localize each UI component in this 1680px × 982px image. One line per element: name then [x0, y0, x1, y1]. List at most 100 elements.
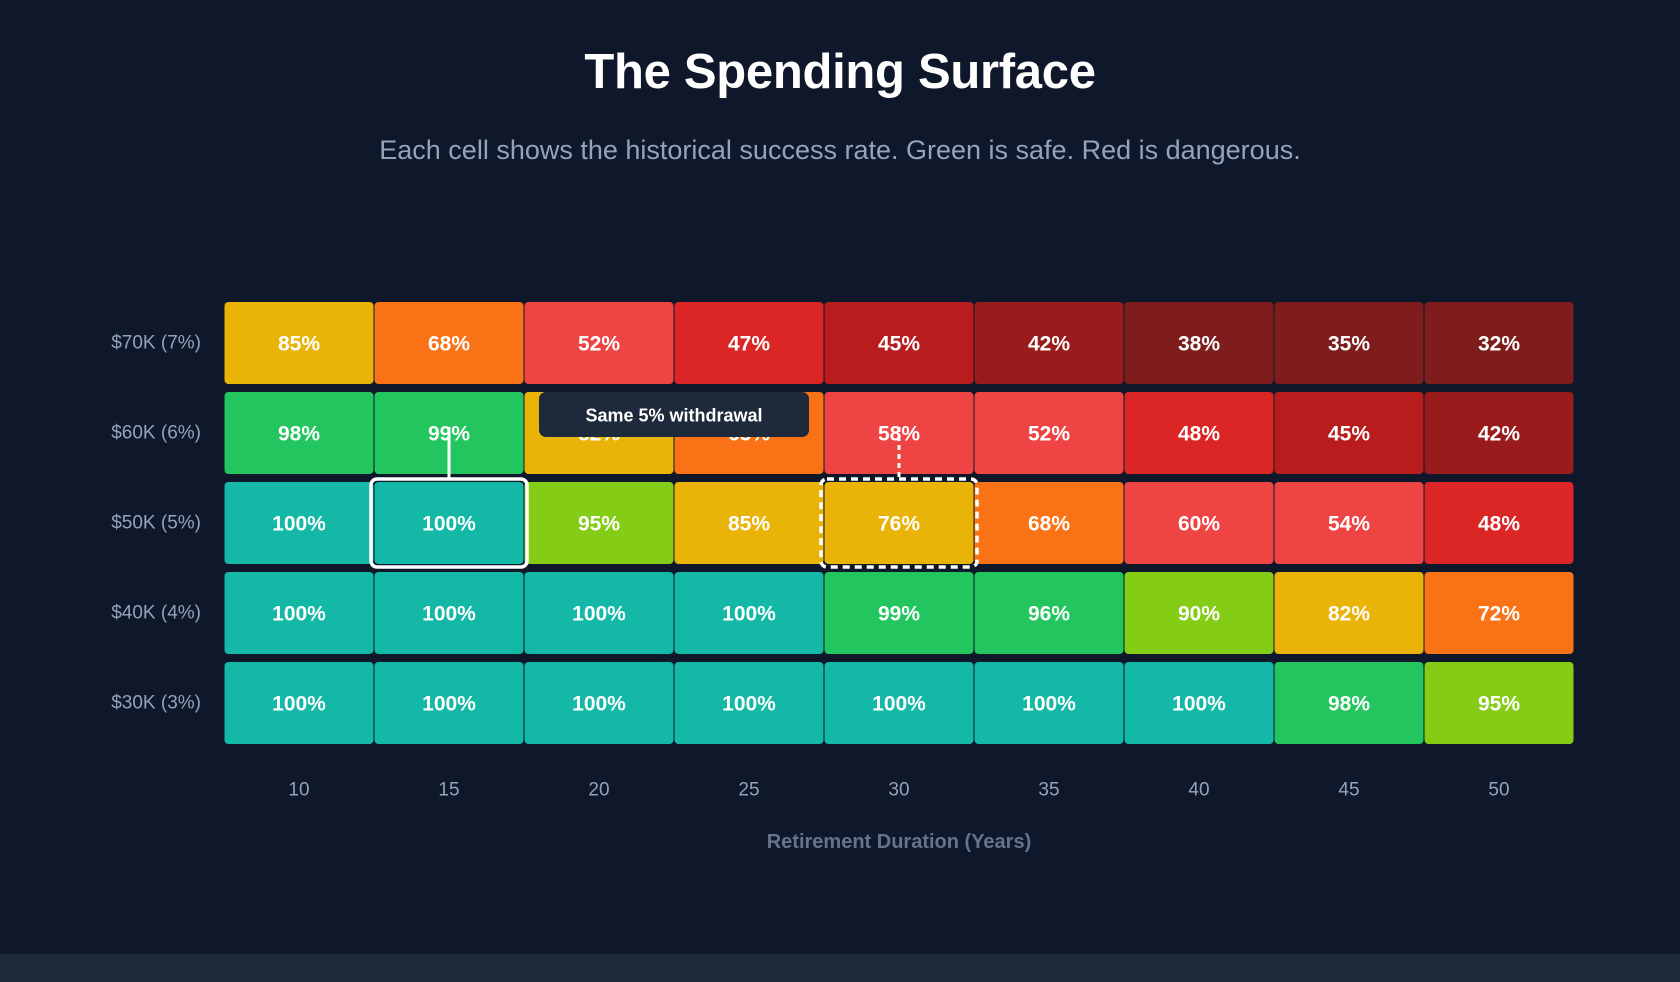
cell-value-label: 100%	[1172, 693, 1226, 716]
x-axis-title: Retirement Duration (Years)	[767, 831, 1032, 853]
heatmap-cell	[224, 482, 374, 564]
heatmap-cell	[1424, 662, 1574, 744]
heatmap-cell	[1424, 482, 1574, 564]
cell-value-label: 100%	[422, 603, 476, 626]
heatmap-cell	[824, 662, 974, 744]
heatmap-chart: $70K (7%) 85% 68% 52% 47% 45% 42% 38% 35% 32% $60K…	[111, 302, 1574, 853]
heatmap-cell	[674, 302, 824, 384]
cell-value-label: 45%	[878, 333, 920, 356]
cell-value-label: 99%	[878, 603, 920, 626]
cell-value-label: 95%	[1478, 693, 1520, 716]
heatmap-cell	[524, 662, 674, 744]
cell-value-label: 72%	[1478, 603, 1520, 626]
cell-value-label: 45%	[1328, 423, 1370, 446]
cell-value-label: 100%	[722, 603, 776, 626]
heatmap-cell	[224, 302, 374, 384]
cell-value-label: 100%	[572, 693, 626, 716]
cell-value-label: 100%	[272, 513, 326, 536]
heatmap-cell	[374, 482, 524, 564]
heatmap-cell	[524, 302, 674, 384]
heatmap-cell	[524, 572, 674, 654]
cell-value-label: 100%	[272, 603, 326, 626]
heatmap-cell	[1124, 572, 1274, 654]
cell-value-label: 95%	[578, 513, 620, 536]
heatmap-cell	[374, 302, 524, 384]
x-tick-label: 20	[588, 780, 609, 801]
heatmap-cell	[974, 572, 1124, 654]
heatmap-cell	[674, 482, 824, 564]
cell-value-label: 100%	[872, 693, 926, 716]
cell-value-label: 42%	[1028, 333, 1070, 356]
footer-band	[0, 954, 1680, 982]
cell-value-label: 68%	[428, 333, 470, 356]
cell-value-label: 35%	[1328, 333, 1370, 356]
row-label: $70K (7%)	[111, 333, 201, 354]
cell-value-label: 100%	[422, 513, 476, 536]
heatmap-overlays: Same 5% withdrawal	[369, 392, 979, 569]
cell-value-label: 52%	[578, 333, 620, 356]
cell-value-label: 58%	[878, 423, 920, 446]
cell-value-label: 42%	[1478, 423, 1520, 446]
heatmap-cell	[1424, 572, 1574, 654]
row-label: $40K (4%)	[111, 603, 201, 624]
x-tick-label: 30	[888, 780, 909, 801]
cell-value-label: 100%	[722, 693, 776, 716]
cell-value-label: 100%	[272, 693, 326, 716]
heatmap-cell	[674, 572, 824, 654]
heatmap-cell	[1274, 302, 1424, 384]
cell-value-label: 32%	[1478, 333, 1520, 356]
x-tick-label: 10	[288, 780, 309, 801]
annotation-box	[539, 392, 809, 437]
cell-value-label: 100%	[422, 693, 476, 716]
heatmap-cell	[974, 482, 1124, 564]
heatmap-cell	[224, 392, 374, 474]
heatmap-cell	[824, 572, 974, 654]
cell-value-label: 90%	[1178, 603, 1220, 626]
x-tick-label: 50	[1488, 780, 1509, 801]
heatmap-cell	[674, 662, 824, 744]
row-label: $60K (6%)	[111, 423, 201, 444]
heatmap-cell	[824, 482, 974, 564]
heatmap-cell	[974, 392, 1124, 474]
heatmap-cell	[974, 662, 1124, 744]
cell-value-label: 60%	[1178, 513, 1220, 536]
heatmap-cell	[974, 302, 1124, 384]
annotation-label: Same 5% withdrawal	[585, 406, 762, 426]
cell-value-label: 38%	[1178, 333, 1220, 356]
x-tick-label: 45	[1338, 780, 1359, 801]
heatmap-cell	[1274, 572, 1424, 654]
cell-value-label: 100%	[1022, 693, 1076, 716]
heatmap-cell	[374, 572, 524, 654]
heatmap-cell	[1124, 662, 1274, 744]
heatmap-cell	[224, 572, 374, 654]
heatmap-cell	[1274, 662, 1424, 744]
x-tick-label: 25	[738, 780, 759, 801]
cell-value-label: 68%	[1028, 513, 1070, 536]
heatmap-cell	[824, 302, 974, 384]
heatmap-cell	[374, 662, 524, 744]
heatmap-cell	[1424, 302, 1574, 384]
cell-value-label: 98%	[1328, 693, 1370, 716]
row-label: $30K (3%)	[111, 693, 201, 714]
heatmap-cell	[1124, 302, 1274, 384]
row-label: $50K (5%)	[111, 513, 201, 534]
heatmap-cells: $70K (7%) 85% 68% 52% 47% 45% 42% 38% 35% 32% $60K…	[111, 302, 1574, 853]
cell-value-label: 85%	[728, 513, 770, 536]
heatmap-cell	[1124, 392, 1274, 474]
cell-value-label: 52%	[1028, 423, 1070, 446]
cell-value-label: 47%	[728, 333, 770, 356]
page-subtitle: Each cell shows the historical success r…	[379, 135, 1301, 165]
cell-value-label: 82%	[1328, 603, 1370, 626]
x-tick-label: 35	[1038, 780, 1059, 801]
cell-value-label: 100%	[572, 603, 626, 626]
cell-value-label: 48%	[1478, 513, 1520, 536]
x-tick-label: 15	[438, 780, 459, 801]
highlight-dashed-cell	[819, 477, 979, 569]
heatmap-cell	[1424, 392, 1574, 474]
x-tick-label: 40	[1188, 780, 1209, 801]
heatmap-cell	[1274, 482, 1424, 564]
cell-value-label: 76%	[878, 513, 920, 536]
cell-value-label: 96%	[1028, 603, 1070, 626]
heatmap-cell	[224, 662, 374, 744]
